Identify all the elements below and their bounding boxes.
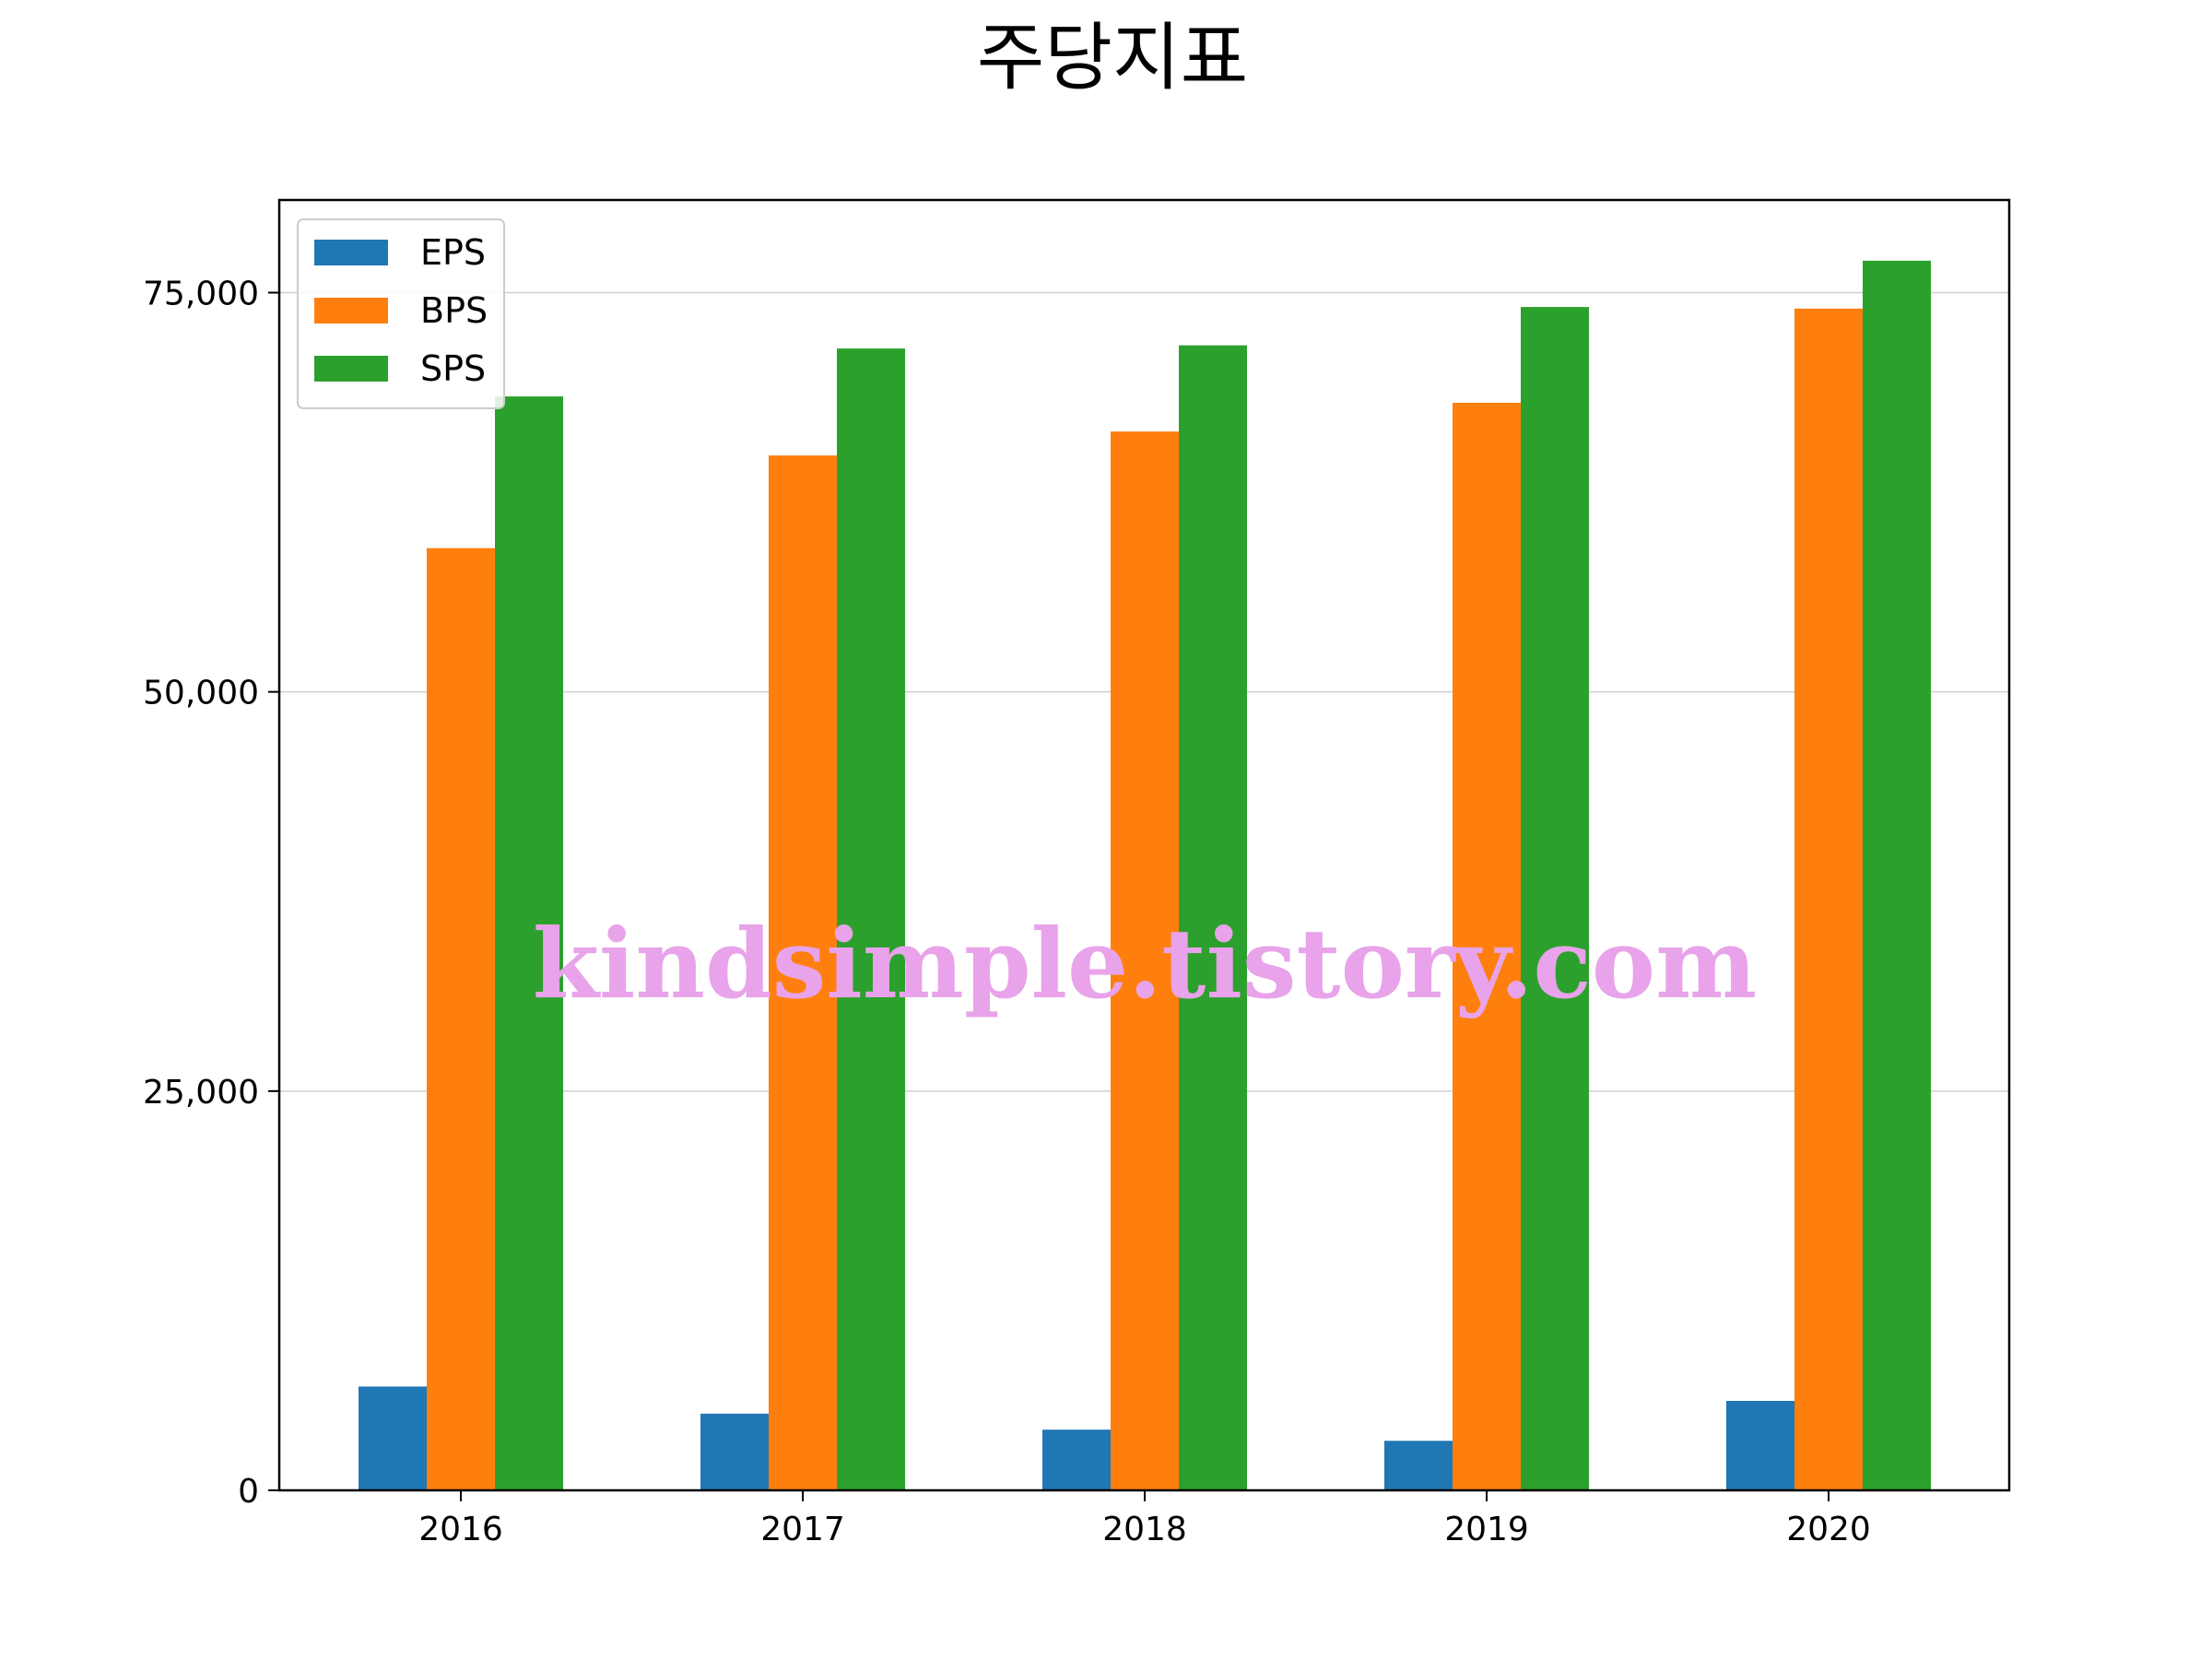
- bar-sps-2019: [1521, 307, 1589, 1490]
- bar-bps-2020: [1794, 308, 1863, 1490]
- legend-label-bps: BPS: [420, 290, 488, 331]
- legend-label-sps: SPS: [420, 348, 486, 389]
- y-tick-label: 75,000: [143, 275, 259, 312]
- x-tick-label: 2016: [418, 1511, 503, 1548]
- y-tick-label: 50,000: [143, 675, 259, 712]
- bar-bps-2019: [1453, 403, 1521, 1490]
- bar-sps-2017: [837, 348, 905, 1490]
- legend: EPS BPS SPS: [297, 218, 505, 409]
- bar-eps-2018: [1042, 1430, 1111, 1490]
- bar-bps-2018: [1111, 431, 1179, 1491]
- bar-bps-2016: [427, 547, 495, 1490]
- bar-sps-2020: [1863, 260, 1931, 1491]
- legend-swatch-sps: [314, 356, 388, 382]
- x-tick-label: 2019: [1444, 1511, 1529, 1548]
- legend-swatch-bps: [314, 298, 388, 324]
- watermark: kindsimple.tistory.com: [533, 907, 1757, 1020]
- bar-eps-2016: [359, 1386, 427, 1490]
- bar-eps-2020: [1726, 1400, 1794, 1490]
- bar-eps-2017: [700, 1413, 769, 1490]
- x-tick-label: 2017: [760, 1511, 845, 1548]
- bars: [359, 260, 1931, 1491]
- x-tick-label: 2020: [1786, 1511, 1871, 1548]
- bar-eps-2019: [1384, 1441, 1453, 1490]
- axes: 0 25,000 50,000 75,000 2016 2017 2018 2019 2020: [143, 275, 1871, 1548]
- x-tick-label: 2018: [1102, 1511, 1187, 1548]
- bar-bps-2017: [769, 455, 837, 1490]
- bar-sps-2018: [1179, 345, 1247, 1490]
- legend-swatch-eps: [314, 240, 388, 265]
- y-tick-label: 25,000: [143, 1074, 259, 1112]
- bar-sps-2016: [495, 396, 563, 1491]
- chart-title: 주당지표: [977, 15, 1248, 100]
- legend-label-eps: EPS: [420, 232, 486, 273]
- y-tick-label: 0: [238, 1473, 259, 1511]
